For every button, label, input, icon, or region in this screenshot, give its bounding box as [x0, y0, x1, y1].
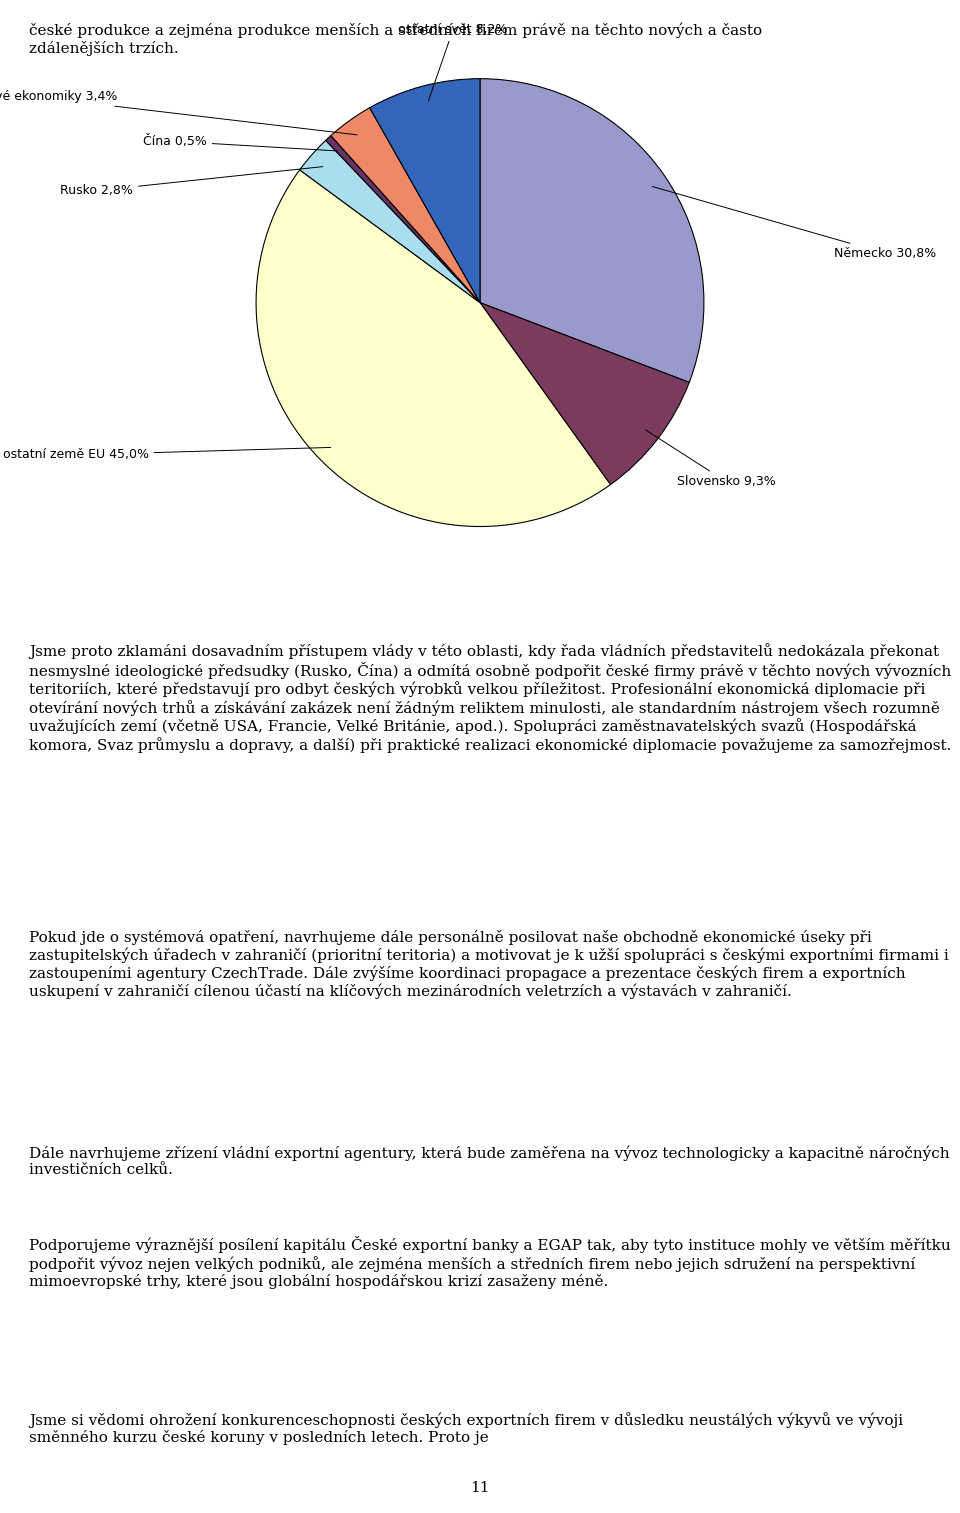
Text: Podporujeme výraznější posílení kapitálu České exportní banky a EGAP tak, aby ty: Podporujeme výraznější posílení kapitálu… — [29, 1236, 950, 1289]
Text: české produkce a zejména produkce menších a středních firem právě na těchto nový: české produkce a zejména produkce menšíc… — [29, 23, 762, 56]
Text: ostatní svět 8,2%: ostatní svět 8,2% — [398, 23, 508, 101]
Wedge shape — [331, 107, 480, 303]
Text: Dále navrhujeme zřízení vládní exportní agentury, která bude zaměřena na vývoz t: Dále navrhujeme zřízení vládní exportní … — [29, 1145, 949, 1177]
Text: Jsme proto zklamáni dosavadním přístupem vlády v této oblasti, kdy řada vládních: Jsme proto zklamáni dosavadním přístupem… — [29, 643, 951, 752]
Text: Jsme si vědomi ohrožení konkurenceschopnosti českých exportních firem v důsledku: Jsme si vědomi ohrožení konkurenceschopn… — [29, 1412, 903, 1445]
Text: 11: 11 — [470, 1481, 490, 1495]
Text: Pokud jde o systémová opatření, navrhujeme dále personálně posilovat naše obchod: Pokud jde o systémová opatření, navrhuje… — [29, 930, 948, 1000]
Wedge shape — [480, 303, 689, 484]
Text: Německo 30,8%: Německo 30,8% — [653, 186, 936, 260]
Wedge shape — [370, 79, 480, 303]
Wedge shape — [480, 79, 704, 383]
Text: rozvojové ekonomiky 3,4%: rozvojové ekonomiky 3,4% — [0, 91, 357, 135]
Text: Čína 0,5%: Čína 0,5% — [143, 135, 338, 151]
Wedge shape — [325, 136, 480, 303]
Text: Slovensko 9,3%: Slovensko 9,3% — [645, 430, 776, 489]
Wedge shape — [256, 169, 611, 527]
Text: Rusko 2,8%: Rusko 2,8% — [60, 166, 323, 197]
Wedge shape — [300, 141, 480, 303]
Text: ostatní země EU 45,0%: ostatní země EU 45,0% — [3, 448, 330, 461]
